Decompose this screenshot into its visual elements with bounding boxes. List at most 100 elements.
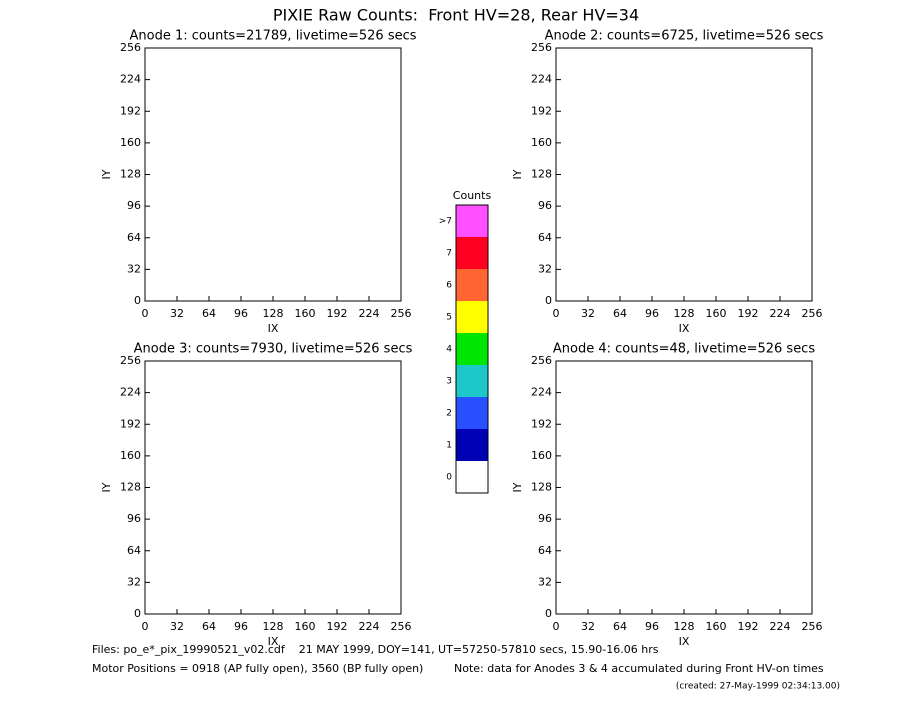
x-tick-label: 0 bbox=[142, 307, 149, 320]
x-tick-label: 96 bbox=[234, 620, 248, 633]
x-tick-label: 224 bbox=[359, 307, 380, 320]
y-tick-label: 64 bbox=[127, 544, 141, 557]
footer-note: Note: data for Anodes 3 & 4 accumulated … bbox=[454, 662, 824, 675]
y-tick-label: 128 bbox=[531, 168, 552, 181]
colorbar-swatch bbox=[456, 429, 488, 461]
y-axis-label: IY bbox=[511, 169, 524, 179]
x-axis-label: IX bbox=[679, 635, 690, 648]
y-tick-label: 256 bbox=[531, 41, 552, 54]
colorbar-label: 3 bbox=[446, 377, 452, 387]
y-tick-label: 96 bbox=[538, 512, 552, 525]
x-tick-label: 256 bbox=[391, 620, 412, 633]
x-tick-label: 192 bbox=[327, 307, 348, 320]
colorbar-swatch bbox=[456, 461, 488, 493]
x-tick-label: 64 bbox=[613, 620, 627, 633]
x-tick-label: 0 bbox=[553, 620, 560, 633]
x-tick-label: 160 bbox=[706, 307, 727, 320]
y-axis-label: IY bbox=[511, 482, 524, 492]
colorbar-frame bbox=[455, 204, 489, 494]
colorbar-swatch bbox=[456, 333, 488, 365]
x-tick-label: 32 bbox=[581, 307, 595, 320]
y-tick-label: 160 bbox=[120, 136, 141, 149]
x-tick-label: 64 bbox=[202, 620, 216, 633]
plot-frame bbox=[144, 47, 402, 302]
colorbar-swatch bbox=[456, 237, 488, 269]
y-axis-label: IY bbox=[100, 169, 113, 179]
x-tick-label: 192 bbox=[738, 620, 759, 633]
y-tick-label: 128 bbox=[120, 168, 141, 181]
y-tick-label: 160 bbox=[531, 136, 552, 149]
x-tick-label: 128 bbox=[674, 620, 695, 633]
y-tick-label: 32 bbox=[538, 575, 552, 588]
y-tick-label: 128 bbox=[120, 481, 141, 494]
colorbar-label: 5 bbox=[446, 313, 452, 323]
y-tick-label: 192 bbox=[120, 104, 141, 117]
y-tick-label: 192 bbox=[531, 104, 552, 117]
y-tick-label: 0 bbox=[134, 294, 141, 307]
plot-frame bbox=[144, 360, 402, 615]
colorbar-title: Counts bbox=[453, 189, 492, 202]
x-tick-label: 160 bbox=[295, 307, 316, 320]
y-tick-label: 0 bbox=[545, 607, 552, 620]
x-tick-label: 128 bbox=[263, 307, 284, 320]
plot-frame bbox=[555, 360, 813, 615]
y-tick-label: 0 bbox=[545, 294, 552, 307]
x-tick-label: 160 bbox=[706, 620, 727, 633]
x-tick-label: 32 bbox=[581, 620, 595, 633]
colorbar-swatch bbox=[456, 397, 488, 429]
footer-created: (created: 27-May-1999 02:34:13.00) bbox=[676, 682, 840, 692]
y-tick-label: 192 bbox=[531, 417, 552, 430]
x-axis-label: IX bbox=[679, 322, 690, 335]
y-tick-label: 96 bbox=[538, 199, 552, 212]
colorbar-label: 7 bbox=[446, 249, 452, 259]
y-tick-label: 0 bbox=[134, 607, 141, 620]
x-tick-label: 224 bbox=[359, 620, 380, 633]
x-tick-label: 128 bbox=[263, 620, 284, 633]
x-tick-label: 64 bbox=[613, 307, 627, 320]
x-tick-label: 224 bbox=[770, 307, 791, 320]
x-tick-label: 0 bbox=[553, 307, 560, 320]
panel-title: Anode 3: counts=7930, livetime=526 secs bbox=[134, 342, 413, 357]
x-tick-label: 96 bbox=[234, 307, 248, 320]
y-tick-label: 128 bbox=[531, 481, 552, 494]
panel-title: Anode 1: counts=21789, livetime=526 secs bbox=[129, 29, 416, 44]
page-title: PIXIE Raw Counts: Front HV=28, Rear HV=3… bbox=[273, 6, 639, 25]
y-tick-label: 256 bbox=[120, 41, 141, 54]
y-tick-label: 224 bbox=[120, 386, 141, 399]
y-tick-label: 224 bbox=[531, 73, 552, 86]
x-tick-label: 96 bbox=[645, 307, 659, 320]
y-axis-label: IY bbox=[100, 482, 113, 492]
x-tick-label: 128 bbox=[674, 307, 695, 320]
y-tick-label: 160 bbox=[531, 449, 552, 462]
y-tick-label: 96 bbox=[127, 199, 141, 212]
x-tick-label: 256 bbox=[802, 307, 823, 320]
colorbar-swatch bbox=[456, 205, 488, 237]
colorbar-label: 0 bbox=[446, 473, 452, 483]
y-tick-label: 224 bbox=[531, 386, 552, 399]
x-tick-label: 256 bbox=[391, 307, 412, 320]
y-tick-label: 32 bbox=[127, 575, 141, 588]
colorbar-label: >7 bbox=[439, 217, 452, 227]
x-tick-label: 160 bbox=[295, 620, 316, 633]
x-axis-label: IX bbox=[268, 635, 279, 648]
colorbar-label: 4 bbox=[446, 345, 452, 355]
y-tick-label: 64 bbox=[127, 231, 141, 244]
colorbar-label: 1 bbox=[446, 441, 452, 451]
colorbar-swatch bbox=[456, 301, 488, 333]
x-tick-label: 64 bbox=[202, 307, 216, 320]
x-tick-label: 32 bbox=[170, 307, 184, 320]
y-tick-label: 192 bbox=[120, 417, 141, 430]
y-tick-label: 64 bbox=[538, 544, 552, 557]
x-axis-label: IX bbox=[268, 322, 279, 335]
y-tick-label: 256 bbox=[531, 354, 552, 367]
footer-files: Files: po_e*_pix_19990521_v02.cdf 21 MAY… bbox=[92, 643, 659, 656]
y-tick-label: 224 bbox=[120, 73, 141, 86]
y-tick-label: 96 bbox=[127, 512, 141, 525]
y-tick-label: 32 bbox=[127, 262, 141, 275]
plot-frame bbox=[555, 47, 813, 302]
y-tick-label: 32 bbox=[538, 262, 552, 275]
footer-motor: Motor Positions = 0918 (AP fully open), … bbox=[92, 662, 423, 675]
x-tick-label: 0 bbox=[142, 620, 149, 633]
y-tick-label: 256 bbox=[120, 354, 141, 367]
